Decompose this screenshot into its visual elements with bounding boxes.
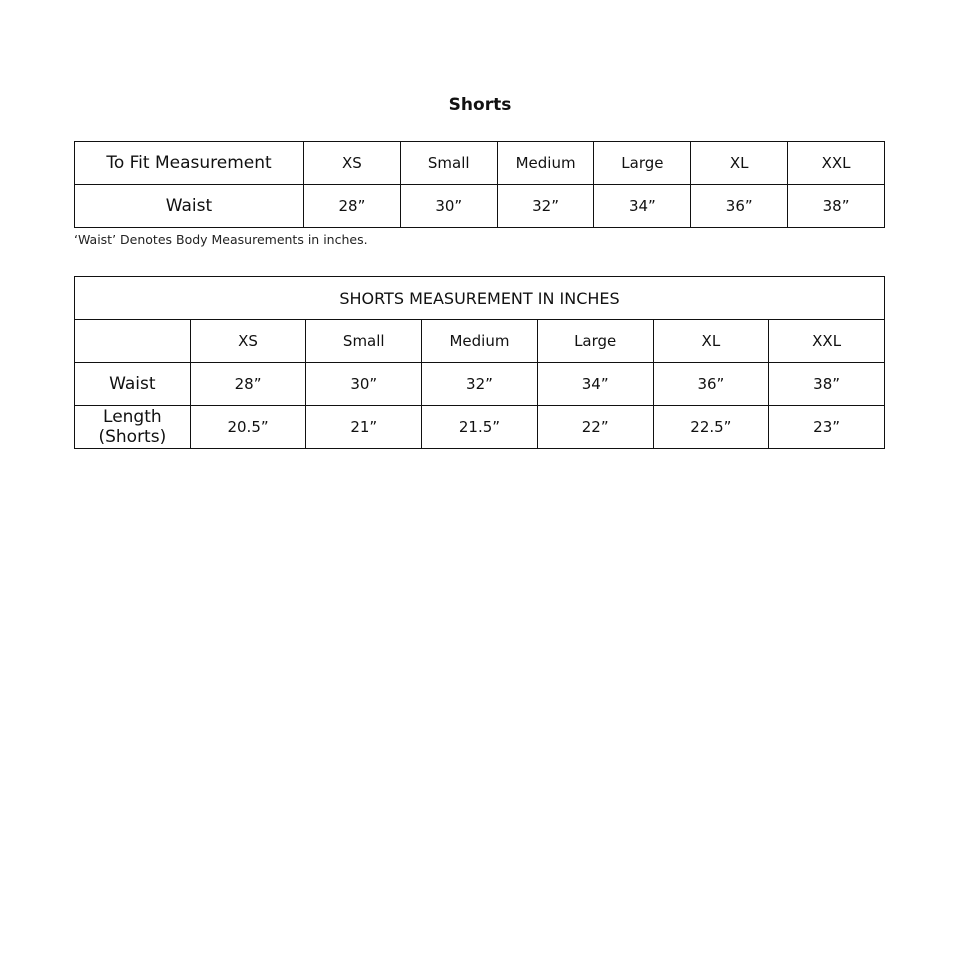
header-cell: Small [399,141,498,185]
table-cell: 28” [189,362,307,406]
table-cell: 28” [303,184,401,228]
table-cell: 30” [305,362,423,406]
header-cell: Large [593,141,692,185]
table-cell: 38” [787,184,885,228]
table-cell: 38” [768,362,885,406]
page-title: Shorts [448,95,512,115]
table-row: Waist 28” 30” 32” 34” 36” 38” [74,184,885,228]
table-cell: 36” [690,184,789,228]
measurement-note: ‘Waist’ Denotes Body Measurements in inc… [74,232,368,247]
header-cell: Large [536,319,654,363]
header-cell: XL [690,141,789,185]
table-cell: 32” [421,362,538,406]
row-label: Waist [74,184,304,228]
row-label: Length (Shorts) [74,405,191,449]
header-cell: Medium [421,319,538,363]
table-cell: 21.5” [421,405,538,449]
header-cell: Small [305,319,423,363]
table-cell: 23” [768,405,885,449]
header-cell [74,319,191,363]
garment-measurement-table: SHORTS MEASUREMENT IN INCHES XS Small Me… [74,276,885,449]
table-cell: 30” [399,184,498,228]
header-cell: XXL [768,319,885,363]
table-cell: 21” [305,405,423,449]
header-cell: XS [303,141,401,185]
table-cell: 36” [652,362,770,406]
table-cell: 34” [593,184,692,228]
header-cell: XS [189,319,307,363]
row-label: Waist [74,362,191,406]
header-cell: XXL [787,141,885,185]
table-row: Waist 28” 30” 32” 34” 36” 38” [74,362,885,406]
table-row: Length (Shorts) 20.5” 21” 21.5” 22” 22.5… [74,405,885,449]
table-cell: 32” [496,184,595,228]
table-cell: 22.5” [652,405,770,449]
table-cell: 20.5” [189,405,307,449]
fit-measurement-table: To Fit Measurement XS Small Medium Large… [74,141,885,228]
header-cell: To Fit Measurement [74,141,304,185]
table-title: SHORTS MEASUREMENT IN INCHES [74,276,885,320]
table-title-row: SHORTS MEASUREMENT IN INCHES [74,276,885,320]
table-header-row: To Fit Measurement XS Small Medium Large… [74,141,885,185]
header-cell: Medium [496,141,595,185]
table-header-row: XS Small Medium Large XL XXL [74,319,885,363]
table-cell: 34” [536,362,654,406]
table-cell: 22” [536,405,654,449]
header-cell: XL [652,319,770,363]
